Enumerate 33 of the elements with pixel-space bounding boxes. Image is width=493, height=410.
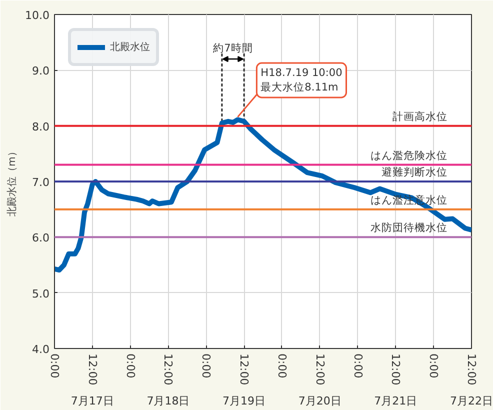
y-tick-label: 10.0 (25, 9, 50, 22)
annotation: 約7時間 (213, 41, 253, 54)
y-tick-label: 6.0 (32, 232, 50, 245)
x-tick-label: 12:00 (389, 354, 402, 386)
x-tick-label: 0:00 (275, 354, 288, 378)
ref-line-label: はん濫危険水位 (370, 148, 448, 162)
x-tick-label: 0:00 (200, 354, 213, 378)
x-tick-label: 0:00 (351, 354, 364, 378)
x-tick-label: 12:00 (86, 354, 99, 386)
x2-tick-label: 7月21日 (374, 394, 418, 408)
y-tick-label: 5.0 (32, 287, 50, 300)
x-tick-label: 0:00 (124, 354, 137, 378)
x2-tick-label: 7月17日 (70, 394, 114, 408)
x2-tick-label: 7月19日 (222, 394, 266, 408)
x-tick-label: 12:00 (162, 354, 175, 386)
x-tick-label: 12:00 (465, 354, 478, 386)
x2-tick-label: 7月22日 (450, 394, 493, 408)
x2-tick-label: 7月20日 (298, 394, 342, 408)
y-tick-label: 8.0 (32, 120, 50, 134)
x-tick-label: 12:00 (238, 354, 251, 386)
y-tick-label: 7.0 (32, 176, 50, 189)
ref-line-label: 避難判断水位 (382, 166, 448, 178)
ref-line-label: 水防団待機水位 (370, 221, 448, 234)
legend-label: 北殿水位 (110, 40, 150, 54)
x2-tick-label: 7月18日 (146, 394, 190, 408)
y-tick-label: 9.0 (32, 64, 50, 78)
y-tick-label: 4.0 (32, 343, 50, 356)
x-tick-label: 0:00 (48, 354, 61, 378)
x-tick-label: 0:00 (427, 354, 440, 378)
ref-line-label: 計画高水位 (392, 110, 448, 123)
annotation: H18.7.19 10:00 最大水位8.11m (260, 67, 342, 94)
x-tick-label: 12:00 (313, 354, 326, 386)
y-axis-title: 北殿水位（m） (6, 146, 18, 216)
